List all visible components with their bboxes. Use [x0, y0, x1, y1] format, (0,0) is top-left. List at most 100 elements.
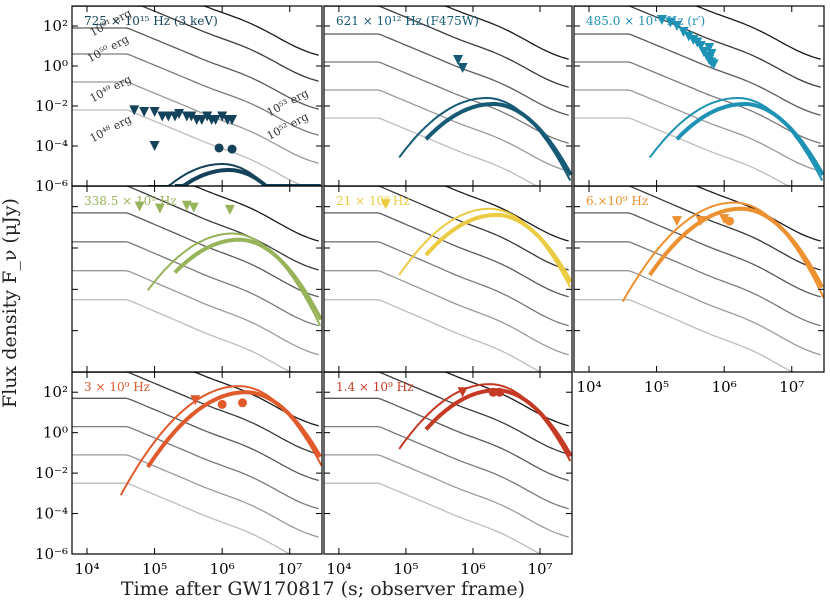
y-tick-label: 10⁻⁶: [35, 545, 68, 563]
model-curve: [324, 6, 569, 88]
upper-limit-marker: [695, 216, 706, 227]
detection-marker: [227, 144, 237, 154]
model-curve: [574, 6, 821, 88]
model-curve: [324, 299, 569, 372]
model-curve: [324, 425, 569, 510]
model-curve: [72, 482, 319, 554]
model-curve: [72, 53, 319, 136]
lightcurve-thin: [147, 163, 321, 186]
upper-limit-marker: [139, 107, 150, 118]
model-curve: [324, 33, 569, 116]
model-curve: [324, 397, 569, 482]
panel-plot-area: [72, 372, 322, 554]
x-tick-label: 10⁶: [210, 560, 235, 578]
lightcurve-thick: [675, 102, 824, 176]
grid-energy-label: 10⁴⁹ erg: [88, 72, 134, 105]
upper-limit-marker: [154, 203, 165, 214]
upper-limit-marker: [129, 105, 140, 116]
model-curve: [72, 212, 319, 298]
panel-plot-area: [574, 6, 824, 186]
upper-limit-marker: [149, 107, 160, 118]
x-tick-label: 10⁶: [460, 560, 485, 578]
y-tick-label: 10⁻²: [35, 97, 68, 115]
upper-limit-marker: [149, 141, 160, 151]
panel-frequency-label: 621 × 10¹² Hz (F475W): [336, 14, 479, 28]
model-curve: [72, 81, 319, 164]
detection-marker: [725, 216, 735, 226]
panel-frequency-label: 1.4 × 10⁹ Hz: [336, 380, 413, 394]
lightcurve-thick: [424, 212, 572, 284]
model-curve: [72, 299, 319, 372]
panel-3: 485.0 × 10¹² Hz (r′): [573, 5, 825, 187]
y-tick-label: 10²: [43, 383, 68, 401]
x-tick-label: 10⁷: [277, 560, 302, 578]
model-curve: [324, 212, 569, 298]
upper-limit-marker: [457, 387, 468, 398]
panel-6: 6.×10⁹ Hz 10⁴ 10⁵ 10⁶ 10⁷: [573, 185, 825, 396]
x-tick-label: 10⁵: [142, 560, 167, 578]
model-curve: [574, 299, 821, 372]
panel-8: 1.4 × 10⁹ Hz 10⁴ 10⁵ 10⁶ 10⁷: [323, 371, 573, 578]
model-curve: [72, 109, 319, 186]
model-curve: [324, 241, 569, 327]
y-tick-label: 10⁻⁴: [35, 505, 68, 523]
model-curve: [574, 212, 821, 298]
model-curve: [72, 270, 319, 356]
upper-limit-marker: [224, 204, 235, 215]
model-curve: [324, 186, 569, 271]
model-curve: [72, 6, 319, 56]
model-curve: [574, 186, 821, 271]
panel-plot-area: [324, 6, 572, 186]
model-curve: [324, 454, 569, 538]
panel-frequency-label: 6.×10⁹ Hz: [586, 194, 648, 208]
panel-frame: [71, 371, 323, 555]
upper-limit-marker: [695, 41, 706, 51]
model-curve: [324, 89, 569, 172]
model-curve: [574, 117, 821, 186]
upper-limit-marker: [453, 54, 464, 65]
panel-frame: [323, 371, 573, 555]
upper-limit-marker: [704, 42, 715, 53]
upper-limit-marker: [174, 108, 185, 119]
model-curve: [574, 33, 821, 116]
panel-plot-area: [324, 372, 572, 554]
upper-limit-marker: [671, 216, 682, 227]
lightcurve-thick: [424, 102, 572, 177]
upper-limit-marker: [163, 111, 174, 122]
x-tick-label: 10⁶: [712, 378, 737, 396]
model-curve: [324, 270, 569, 356]
panel-frequency-label: 21 × 10⁹ Hz: [336, 194, 410, 208]
upper-limit-marker: [210, 114, 221, 125]
lightcurve-thick: [424, 388, 572, 458]
detection-marker: [217, 399, 227, 409]
panel-plot-area: [324, 186, 572, 372]
model-curve: [324, 372, 569, 455]
panel-frequency-label: 338.5 × 10⁹ Hz: [84, 194, 177, 208]
y-tick-label: 10⁻²: [35, 464, 68, 482]
panel-frame: [573, 5, 825, 187]
lightcurve-thick: [173, 237, 322, 321]
upper-limit-marker: [190, 395, 201, 406]
panel-plot-area: [72, 6, 321, 186]
panel-frame: [573, 185, 825, 373]
panel-frame: [71, 185, 323, 373]
panel-frame: [323, 5, 573, 187]
upper-limit-marker: [217, 111, 228, 122]
x-tick-label: 10⁵: [393, 560, 418, 578]
upper-limit-marker: [671, 21, 682, 31]
y-tick-label: 10²: [43, 17, 68, 35]
detection-marker: [488, 387, 498, 397]
panel-plot-area: [574, 186, 824, 372]
upper-limit-marker: [134, 201, 145, 212]
lightcurve-thick: [174, 168, 321, 186]
x-tick-label: 10⁴: [326, 560, 351, 578]
panel-frequency-label: 485.0 × 10¹² Hz (r′): [586, 14, 705, 28]
x-axis-title: Time after GW170817 (s; observer frame): [120, 578, 526, 600]
panel-4: 338.5 × 10⁹ Hz: [71, 185, 323, 373]
model-curve: [72, 241, 319, 327]
lightcurve-thin: [398, 383, 572, 462]
y-tick-label: 10⁰: [43, 424, 68, 442]
model-curve: [72, 27, 319, 110]
x-tick-label: 10⁵: [644, 378, 669, 396]
y-tick-label: 10⁻⁶: [35, 177, 68, 195]
